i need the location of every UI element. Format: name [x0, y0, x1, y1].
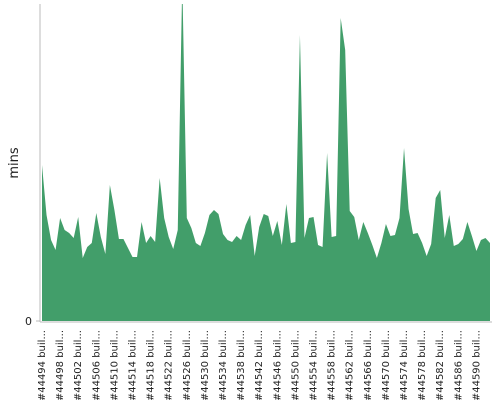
x-tick-label: #44558 buil...	[327, 330, 338, 400]
area	[42, 4, 490, 321]
x-tick-label: #44542 buil...	[254, 330, 265, 400]
x-tick-label: #44582 buil...	[435, 330, 446, 400]
x-tick-label: #44550 buil...	[290, 330, 301, 400]
x-tick-label: #44522 buil...	[164, 330, 175, 400]
x-tick-label: #44534 buil...	[218, 330, 229, 400]
x-tick-label: #44538 buil...	[236, 330, 247, 400]
x-tick-label: #44546 buil...	[272, 330, 283, 400]
x-tick-label: #44554 buil...	[309, 330, 320, 400]
y-tick-label: 0	[25, 315, 32, 328]
x-tick-label: #44586 buil...	[453, 330, 464, 400]
x-tick-label: #44494 buil...	[37, 330, 48, 400]
x-tick-label: #44510 buil...	[109, 330, 120, 400]
x-tick-label: #44562 buil...	[345, 330, 356, 400]
x-tick-label: #44590 buil...	[471, 330, 482, 400]
y-axis-label: mins	[7, 147, 22, 179]
x-tick-label: #44514 buil...	[128, 330, 139, 400]
x-tick-label: #44530 buil...	[200, 330, 211, 400]
x-tick-label: #44502 buil...	[73, 330, 84, 400]
x-tick-label: #44570 buil...	[381, 330, 392, 400]
x-tick-label: #44526 buil...	[182, 330, 193, 400]
x-tick-label: #44506 buil...	[91, 330, 102, 400]
x-tick-label: #44574 buil...	[399, 330, 410, 400]
x-tick-label: #44566 buil...	[363, 330, 374, 400]
x-tick-label: #44518 buil...	[146, 330, 157, 400]
x-tick-label: #44498 buil...	[55, 330, 66, 400]
x-tick-label: #44578 buil...	[417, 330, 428, 400]
